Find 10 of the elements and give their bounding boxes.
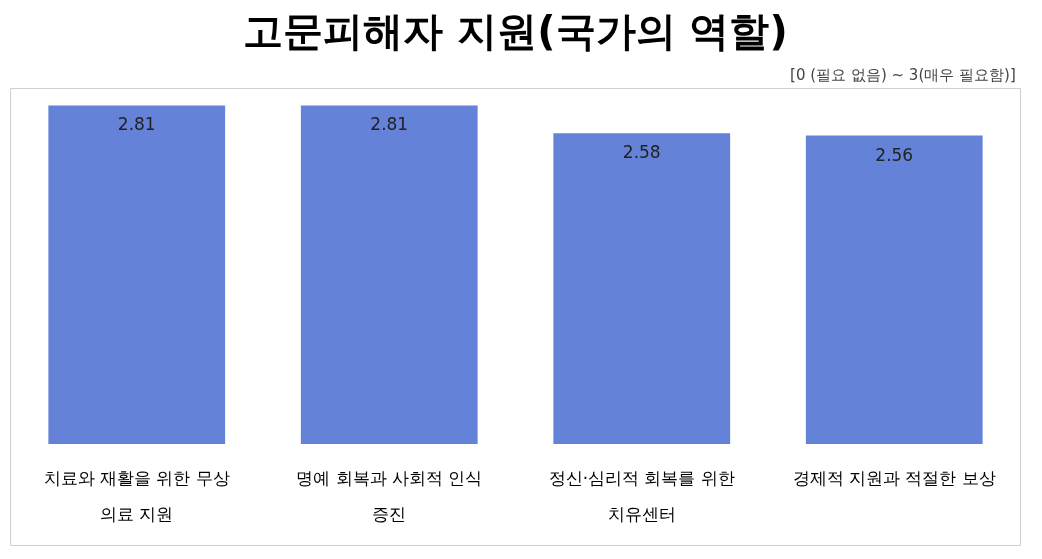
- x-tick-label: 경제적 지원과 적절한 보상: [792, 467, 996, 488]
- data-label: 2.56: [875, 144, 914, 165]
- x-tick-label: 명예 회복과 사회적 인식 증진: [296, 467, 483, 524]
- x-tick-label: 정신·심리적 회복를 위한 치유센터: [548, 467, 735, 524]
- data-label: 2.81: [117, 114, 156, 135]
- chart-subtitle: [0 (필요 없음) ~ 3(매우 필요함)]: [790, 65, 1016, 84]
- x-tick-label: 치료와 재활을 위한 무상 의료 지원: [43, 467, 230, 524]
- data-label: 2.81: [370, 114, 409, 135]
- data-label: 2.58: [622, 142, 661, 163]
- chart-title: 고문피해자 지원(국가의 역할): [243, 7, 788, 54]
